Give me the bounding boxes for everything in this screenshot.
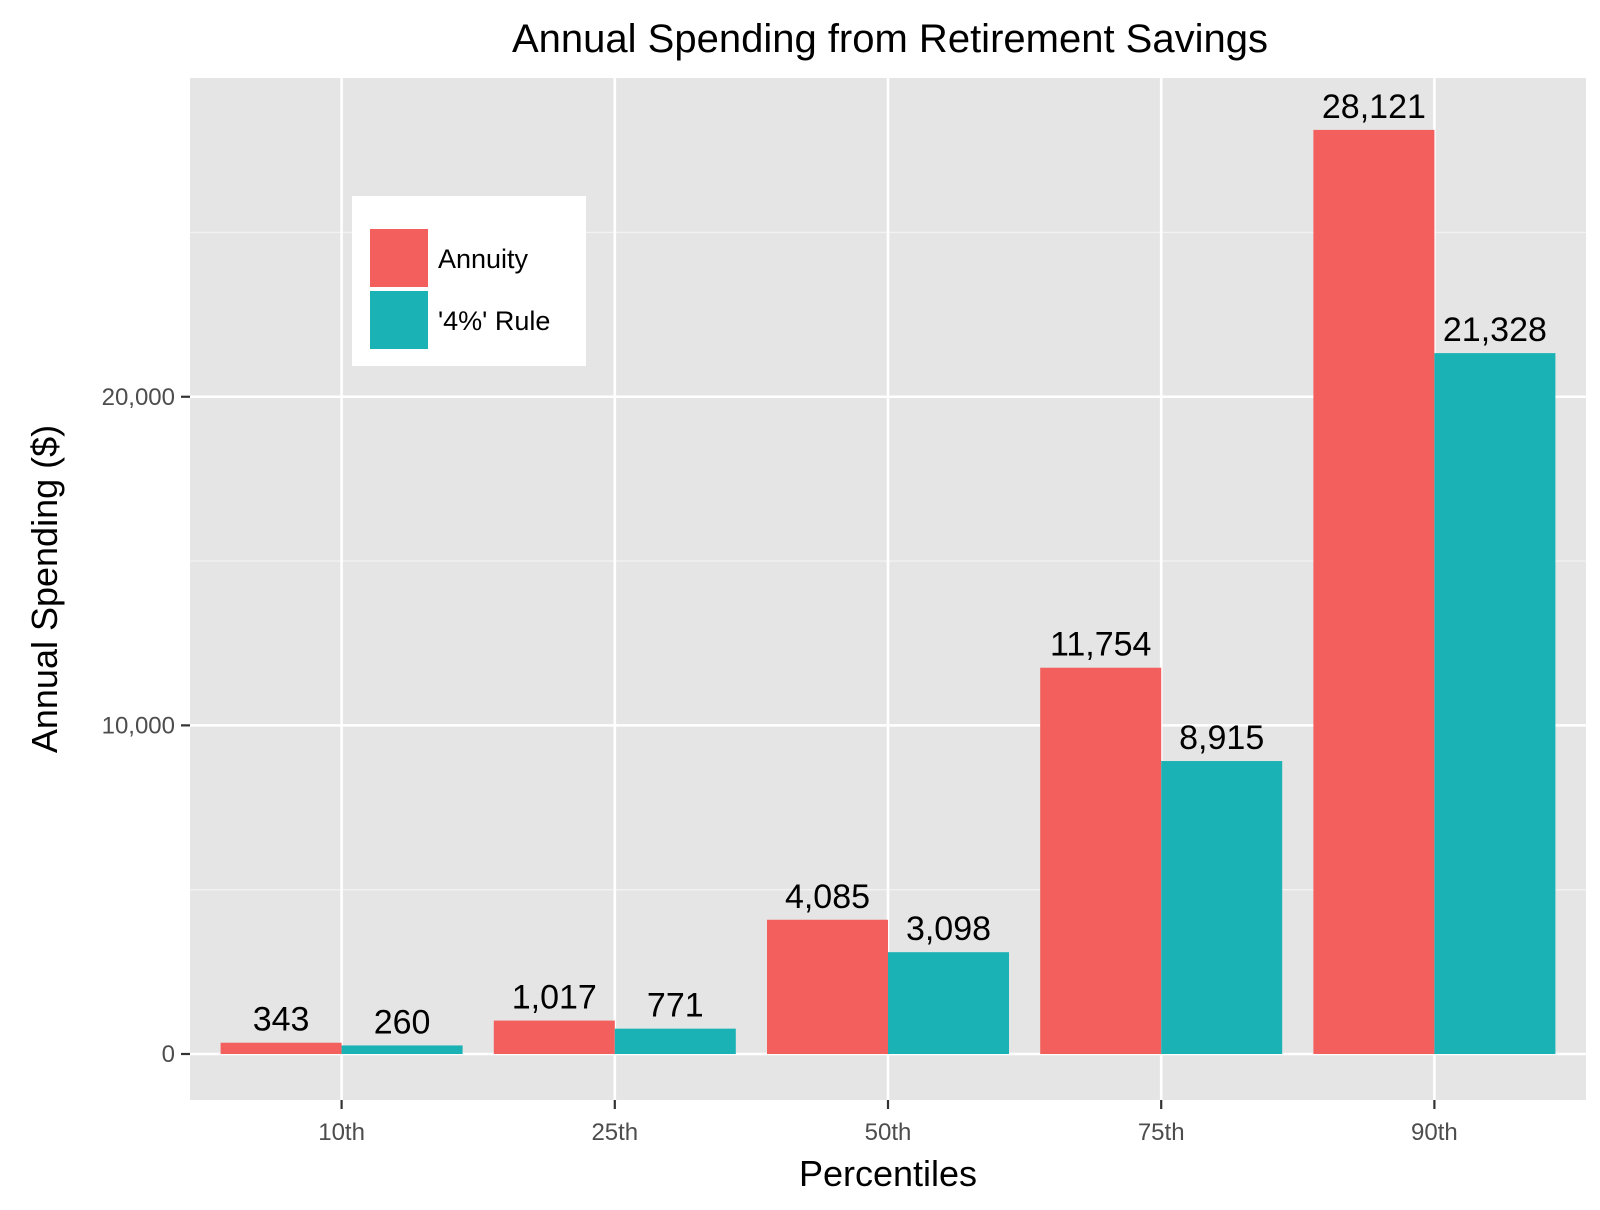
chart-title: Annual Spending from Retirement Savings	[512, 17, 1268, 61]
bars	[220, 129, 1556, 1054]
legend-label-annuity: Annuity	[438, 244, 529, 274]
bar-label-4-rule-90th: 21,328	[1443, 311, 1547, 349]
bar-4-rule-75th	[1161, 761, 1283, 1054]
x-axis: 10th 25th 50th 75th 90th	[318, 1100, 1458, 1146]
bar-annuity-75th	[1040, 667, 1162, 1054]
x-tick-label: 25th	[591, 1119, 638, 1146]
y-tick-label: 0	[162, 1041, 175, 1068]
legend-key-4-percent-rule	[370, 291, 428, 349]
y-axis: 0 10,000 20,000	[102, 384, 190, 1068]
bar-4-rule-50th	[888, 952, 1009, 1054]
x-tick-label: 10th	[318, 1119, 365, 1146]
bar-label-4-rule-75th: 8,915	[1179, 719, 1264, 757]
legend: Annuity '4%' Rule	[352, 196, 586, 366]
bar-labels: 343 1,017 4,085 11,754 28,121 260 771 3,098 8,91…	[253, 88, 1547, 1042]
bar-annuity-90th	[1313, 129, 1435, 1054]
y-axis-title: Annual Spending ($)	[24, 425, 65, 753]
bar-annuity-10th	[220, 1042, 342, 1054]
x-axis-title: Percentiles	[799, 1153, 977, 1194]
bar-label-4-rule-25th: 771	[647, 987, 704, 1025]
y-tick-label: 20,000	[102, 384, 175, 411]
bar-4-rule-25th	[614, 1028, 736, 1054]
bar-label-annuity-90th: 28,121	[1322, 88, 1426, 126]
bar-label-4-rule-50th: 3,098	[906, 910, 991, 948]
bar-label-annuity-10th: 343	[253, 1001, 310, 1039]
bar-annuity-50th	[767, 919, 888, 1054]
legend-label-4-percent-rule: '4%' Rule	[438, 306, 550, 336]
y-tick-label: 10,000	[102, 712, 175, 739]
bar-annuity-25th	[493, 1020, 615, 1054]
bar-4-rule-90th	[1434, 353, 1556, 1054]
legend-key-annuity	[370, 229, 428, 287]
x-tick-label: 50th	[865, 1119, 912, 1146]
bar-label-annuity-50th: 4,085	[785, 878, 870, 916]
x-tick-label: 75th	[1138, 1119, 1185, 1146]
bar-label-annuity-75th: 11,754	[1050, 626, 1151, 664]
bar-label-4-rule-10th: 260	[374, 1003, 431, 1041]
x-tick-label: 90th	[1411, 1119, 1458, 1146]
bar-label-annuity-25th: 1,017	[512, 979, 597, 1017]
bar-4-rule-10th	[341, 1045, 463, 1054]
